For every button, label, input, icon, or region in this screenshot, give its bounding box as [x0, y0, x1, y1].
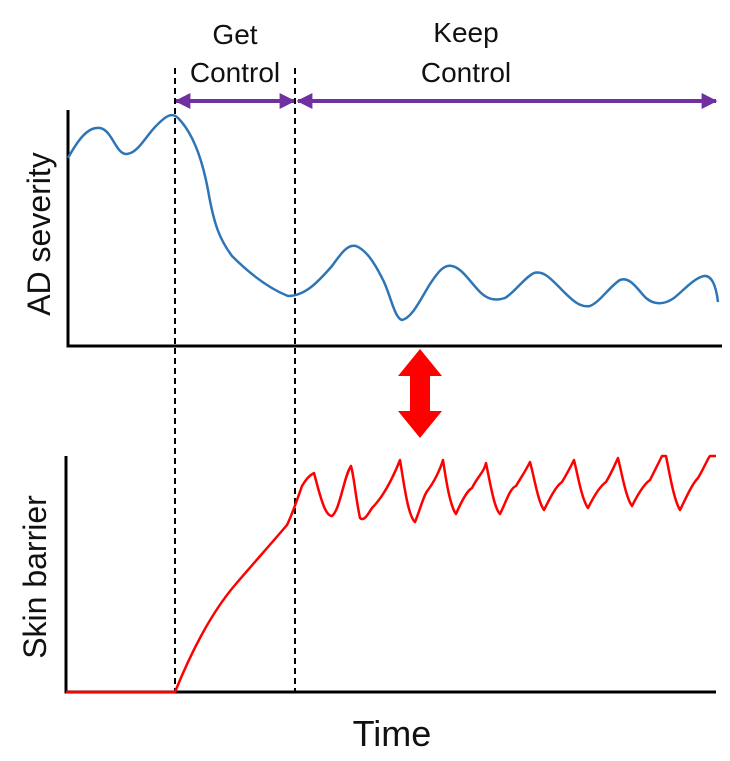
- severity-barrier-link-arrow: [398, 349, 442, 438]
- ad-severity-curve: [66, 113, 720, 322]
- get-control-label-line2: Control: [190, 57, 280, 88]
- bottom-panel-axes: [64, 456, 716, 694]
- get-control-label-line1: Get: [212, 19, 257, 50]
- top-panel-axes: [66, 110, 722, 348]
- time-axis-title: Time: [353, 713, 432, 754]
- keep-control-label-line1: Keep: [433, 17, 498, 48]
- ad-severity-axis-title: AD severity: [21, 152, 57, 316]
- skin-barrier-curve: [66, 454, 716, 694]
- keep-control-label-line2: Control: [421, 57, 511, 88]
- skin-barrier-axis-title: Skin barrier: [17, 495, 53, 659]
